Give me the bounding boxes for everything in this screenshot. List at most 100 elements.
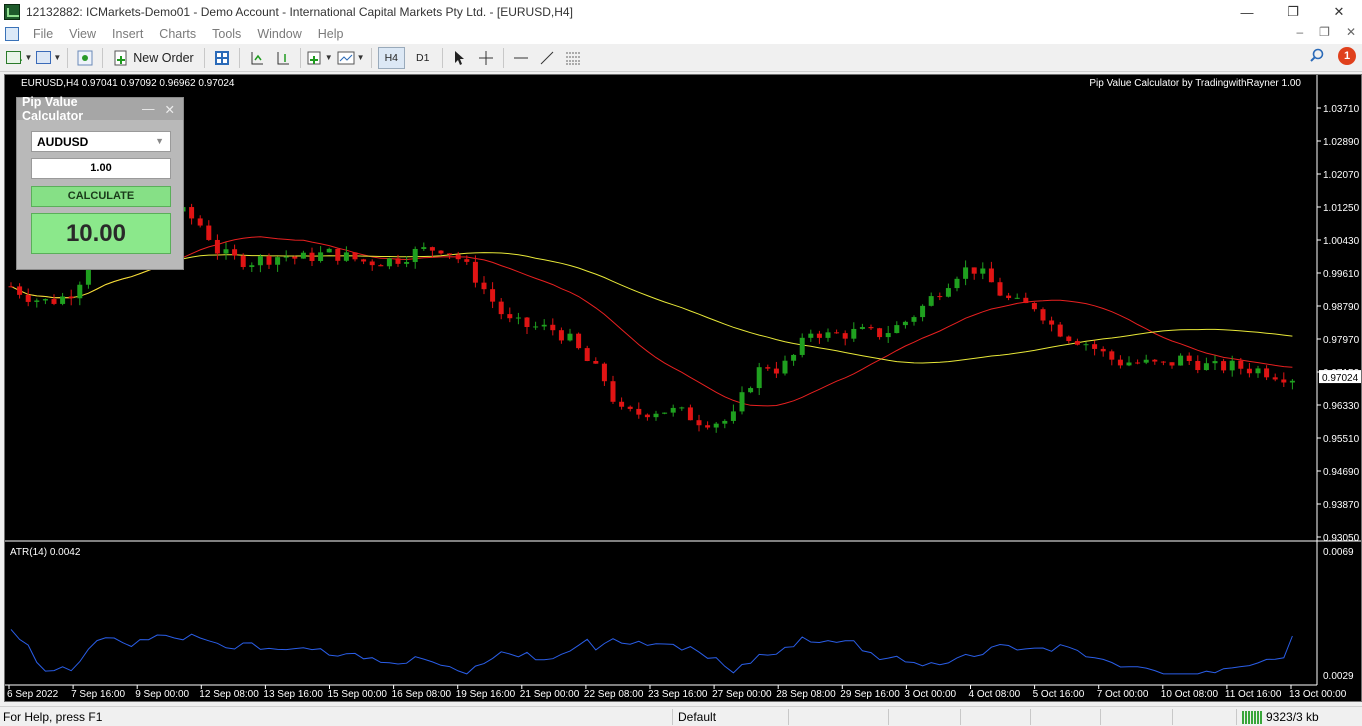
price-tick-label: 0.98790: [1323, 302, 1360, 313]
indicator-label: Pip Value Calculator by TradingwithRayne…: [1089, 78, 1301, 89]
candle-body: [954, 278, 960, 289]
time-tick-label: 12 Sep 08:00: [199, 689, 259, 700]
candle-body: [25, 294, 31, 302]
chart-symbol-info: EURUSD,H4 0.97041 0.97092 0.96962 0.9702…: [21, 78, 235, 89]
chart-shift-button[interactable]: [272, 47, 294, 69]
candle-body: [1092, 344, 1098, 349]
menu-file[interactable]: File: [33, 27, 54, 41]
minimize-button[interactable]: —: [1240, 4, 1254, 20]
time-tick-label: 13 Oct 00:00: [1289, 689, 1347, 700]
status-help-text: For Help, press F1: [3, 710, 103, 724]
menu-tools[interactable]: Tools: [212, 27, 242, 41]
menu-charts[interactable]: Charts: [159, 27, 197, 41]
candle-body: [877, 328, 883, 338]
candle-body: [68, 296, 74, 299]
candle-body: [1143, 359, 1149, 363]
candle-body: [292, 256, 298, 259]
chart-canvas[interactable]: 1.03710 1.02890 1.02070 1.01250 1.00430 0.996…: [5, 75, 1361, 701]
candle-body: [1178, 355, 1184, 366]
indicators-icon: [307, 51, 321, 64]
candle-body: [223, 249, 229, 254]
menu-window[interactable]: Window: [257, 27, 302, 41]
new-chart-button[interactable]: + ▼: [6, 47, 32, 69]
tile-windows-button[interactable]: [211, 47, 233, 69]
chart-window[interactable]: 1.03710 1.02890 1.02070 1.01250 1.00430 0.996…: [4, 74, 1362, 702]
new-order-button[interactable]: New Order: [109, 47, 197, 69]
symbol-select-value: AUDUSD: [37, 135, 89, 149]
horizontal-line-button[interactable]: [510, 47, 532, 69]
time-tick-label: 13 Sep 16:00: [263, 689, 323, 700]
menu-view[interactable]: View: [69, 27, 97, 41]
candle-body: [318, 252, 324, 261]
templates-button[interactable]: ▼: [337, 47, 365, 69]
autoscroll-button[interactable]: [246, 47, 268, 69]
close-button[interactable]: ✕: [1333, 4, 1345, 19]
toolbar: + ▼ ▼ New Order ▼: [0, 44, 1362, 72]
mdi-minimize-button[interactable]: –: [1296, 25, 1304, 39]
fibonacci-button[interactable]: [562, 47, 584, 69]
candle-body: [507, 314, 513, 319]
candle-body: [283, 256, 289, 258]
candle-body: [1014, 297, 1020, 299]
mdi-restore-button[interactable]: ❐: [1319, 25, 1330, 39]
connection-status[interactable]: 9323/3 kb: [1242, 710, 1319, 724]
restore-button[interactable]: ❐: [1287, 4, 1299, 19]
time-tick-label: 21 Sep 00:00: [520, 689, 580, 700]
candle-body: [851, 328, 857, 339]
pip-calculator-header[interactable]: Pip Value Calculator — ✕: [17, 95, 183, 123]
candle-body: [1212, 361, 1218, 364]
time-tick-label: 15 Sep 00:00: [328, 689, 388, 700]
panel-close-button[interactable]: ✕: [164, 102, 175, 117]
calculate-button[interactable]: CALCULATE: [31, 186, 171, 207]
candle-body: [756, 367, 762, 389]
candle-body: [928, 296, 934, 306]
time-tick-label: 28 Sep 08:00: [776, 689, 836, 700]
candle-body: [1117, 359, 1123, 366]
panel-minimize-button[interactable]: —: [142, 101, 155, 116]
time-tick-label: 3 Oct 00:00: [904, 689, 956, 700]
search-icon[interactable]: [1310, 48, 1324, 62]
new-order-label: New Order: [133, 50, 194, 65]
crosshair-button[interactable]: [475, 47, 497, 69]
candle-body: [627, 406, 633, 409]
price-tick-label: 0.94690: [1323, 467, 1360, 478]
candle-body: [885, 333, 891, 338]
symbol-select[interactable]: AUDUSD ▼: [31, 131, 171, 152]
candle-body: [1031, 303, 1037, 310]
timeframe-d1-button[interactable]: D1: [416, 51, 430, 64]
atr-max-label: 0.0069: [1323, 547, 1354, 558]
pip-calculator-title: Pip Value Calculator: [22, 95, 84, 123]
candle-body: [550, 324, 556, 331]
menu-insert[interactable]: Insert: [112, 27, 144, 41]
menu-help[interactable]: Help: [317, 27, 344, 41]
time-tick-label: 11 Oct 16:00: [1225, 689, 1282, 700]
candle-body: [464, 259, 470, 262]
candle-body: [584, 348, 590, 362]
candle-body: [343, 252, 349, 261]
candle-body: [541, 324, 547, 327]
candle-body: [1229, 360, 1235, 371]
lots-input[interactable]: 1.00: [31, 158, 171, 179]
trendline-button[interactable]: [536, 47, 558, 69]
metatrader-logo-icon: [4, 4, 20, 20]
cursor-button[interactable]: [449, 47, 471, 69]
timeframe-h4-button[interactable]: H4: [377, 46, 405, 69]
horizontal-line-icon: [514, 57, 529, 58]
profiles-button[interactable]: ▼: [36, 47, 61, 69]
mdi-close-button[interactable]: ✕: [1345, 25, 1356, 39]
candle-body: [610, 381, 616, 402]
atr-min-label: 0.0029: [1323, 671, 1354, 682]
candle-body: [705, 425, 711, 428]
trendline-icon: [541, 51, 554, 64]
market-watch-button[interactable]: [74, 47, 96, 69]
chevron-down-icon: ▼: [356, 53, 365, 62]
notifications-badge[interactable]: 1: [1338, 47, 1356, 65]
candle-body: [266, 256, 272, 265]
candle-body: [601, 363, 607, 382]
candle-body: [713, 423, 719, 428]
document-icon[interactable]: [5, 27, 19, 41]
candle-body: [429, 247, 435, 251]
indicators-button[interactable]: ▼: [307, 47, 333, 69]
price-tick-label: 0.97970: [1323, 335, 1360, 346]
time-tick-label: 22 Sep 08:00: [584, 689, 644, 700]
